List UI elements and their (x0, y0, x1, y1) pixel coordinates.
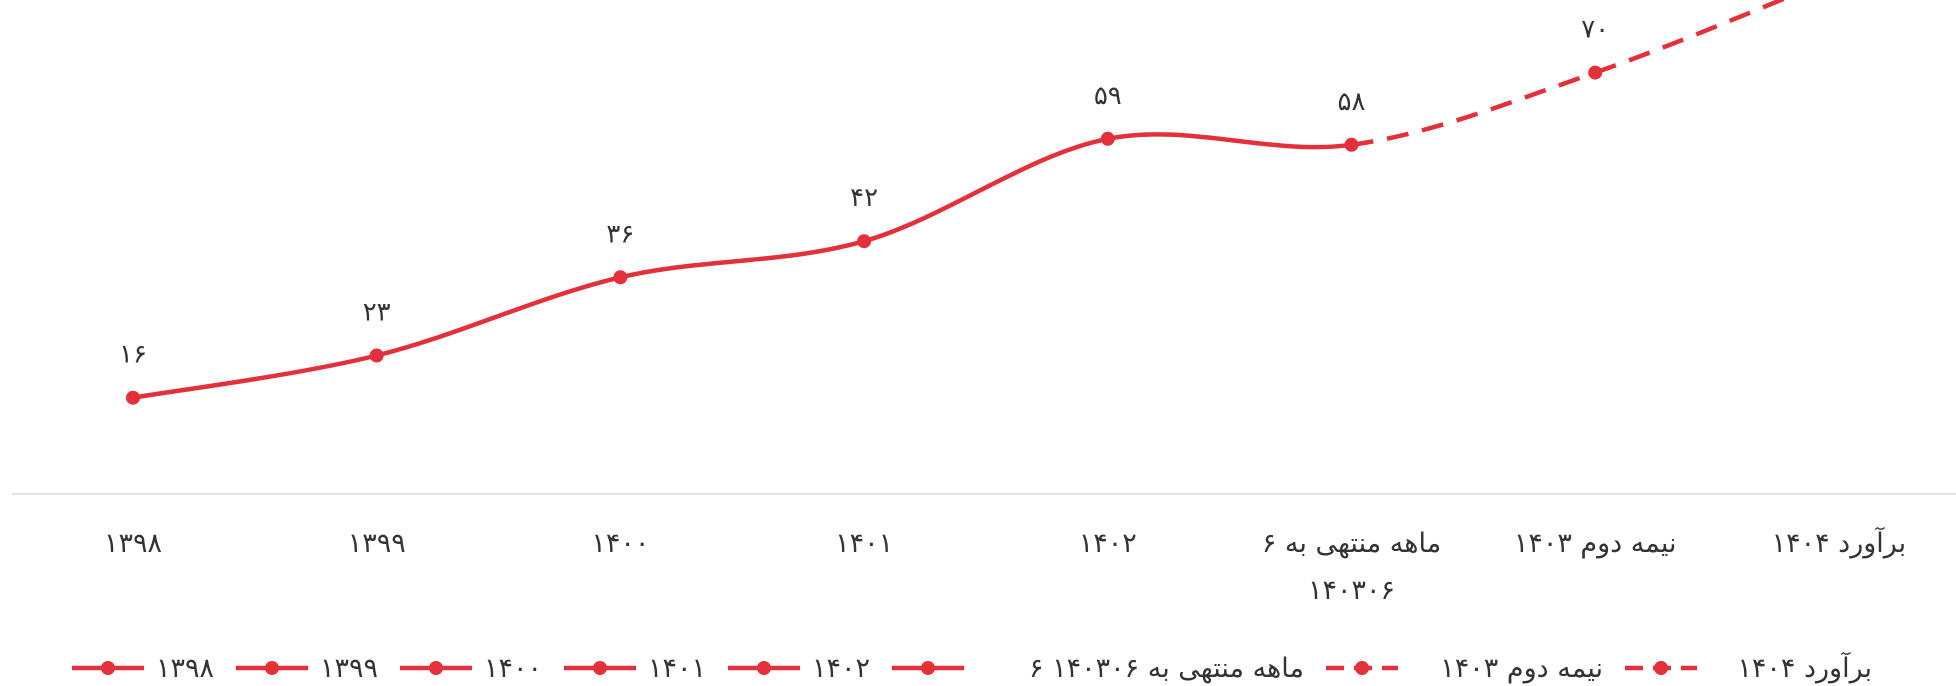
data-point (126, 390, 140, 405)
data-labels: ۱۶۲۳۳۶۴۲۵۹۵۸۷۰۸۶ (119, 15, 1609, 370)
data-label: ۱۶ (119, 340, 147, 370)
legend-label: ۱۴۰۰ (484, 653, 542, 684)
legend-label: ۱۴۰۲ (812, 653, 870, 684)
data-point (857, 234, 872, 249)
x-tick-label: ۱۴۰۰ (591, 528, 649, 559)
legend-marker (101, 661, 115, 675)
legend-marker (1654, 661, 1668, 675)
legend-marker (593, 661, 607, 675)
legend-marker (757, 661, 771, 675)
series-line-segment (1105, 132, 1354, 150)
legend-label: نیمه دوم ۱۴۰۳ (1440, 653, 1603, 684)
x-tick-label: ۱۴۰۲ (1079, 528, 1137, 559)
legend-marker (429, 661, 443, 675)
legend-label: ۱۳۹۸ (156, 653, 214, 684)
series-line-segment (1594, 0, 1787, 75)
data-point (1344, 137, 1359, 152)
data-point (369, 348, 384, 363)
x-tick-label: نیمه دوم ۱۴۰۳ (1514, 528, 1677, 559)
data-label: ۵۹ (1094, 81, 1122, 111)
legend-marker (921, 661, 935, 675)
series-line-segment (618, 238, 867, 280)
x-tick-label: ۱۴۰۱ (835, 528, 893, 559)
series-line-segment (374, 275, 623, 358)
data-label: ۲۳ (363, 298, 391, 328)
series-line-segment (1351, 70, 1596, 148)
legend-label: برآورد ۱۴۰۴ (1737, 652, 1872, 684)
legend-label: ۱۴۰۱ (648, 653, 706, 684)
data-label: ۵۸ (1338, 87, 1366, 117)
x-tick-label: ۶ ماهه منتهی به (1262, 528, 1441, 559)
data-point (1588, 65, 1603, 80)
data-point (1100, 131, 1115, 146)
legend: برآورد ۱۴۰۴ نیمه دوم ۱۴۰۳ ۶ ماهه منتهی به … (72, 652, 1872, 684)
data-point (613, 270, 628, 285)
data-label: ۴۲ (850, 183, 878, 213)
legend-marker (1355, 661, 1369, 675)
data-points (126, 65, 1603, 405)
legend-label: ۶ ماهه منتهی به ۱۴۰۳۰۶ (1029, 653, 1304, 684)
x-tick-label: ۱۴۰۳۰۶ (1308, 575, 1395, 606)
x-tick-label: برآورد ۱۴۰۴ (1772, 527, 1907, 559)
x-tick-label: ۱۳۹۸ (104, 528, 162, 559)
series-line-segment (861, 136, 1111, 244)
data-label: ۷۰ (1581, 15, 1609, 45)
series-lines (130, 0, 1787, 400)
legend-label: ۱۳۹۹ (320, 653, 378, 684)
x-tick-label: ۱۳۹۹ (348, 528, 406, 559)
series-line-segment (130, 353, 379, 400)
x-tick-labels: ۱۳۹۸ ۱۳۹۹ ۱۴۰۰ ۱۴۰۱ ۱۴۰۲ ۶ ماهه منتهی به ۱۴۰۳۰… (104, 527, 1906, 606)
legend-marker (265, 661, 279, 675)
data-label: ۳۶ (606, 219, 634, 249)
